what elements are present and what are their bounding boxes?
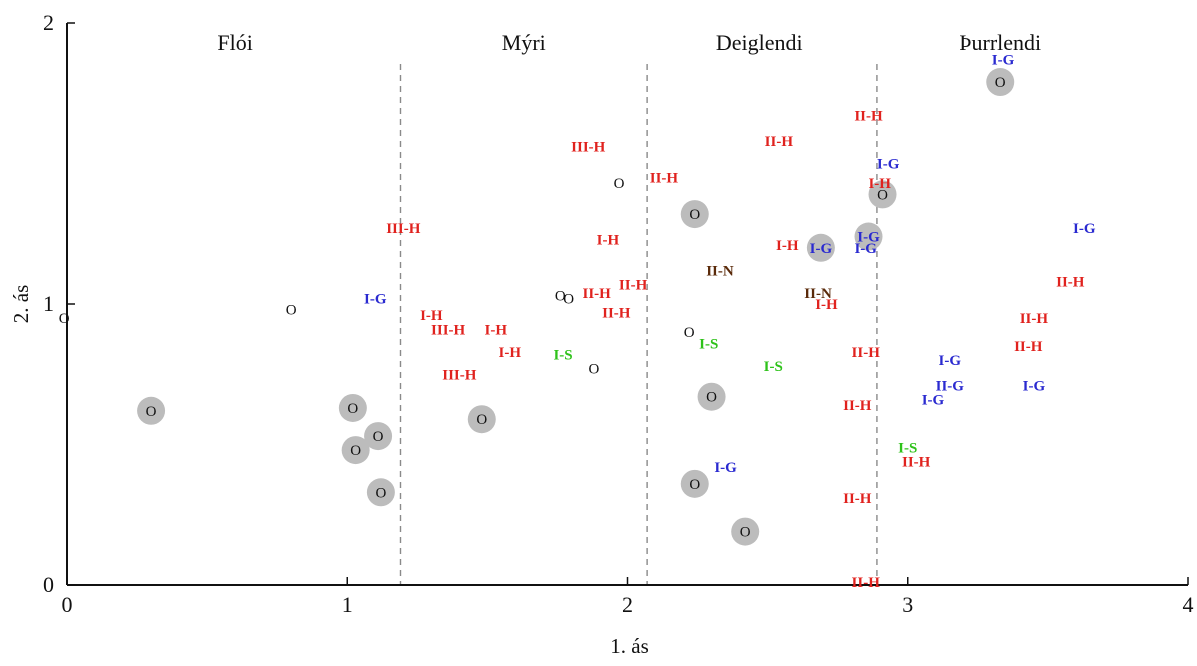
point-label-50: II-H — [852, 575, 881, 591]
point-label-5: O — [347, 401, 358, 417]
y-tick-label-0: 0 — [43, 572, 54, 597]
point-label-9: III-H — [386, 221, 421, 237]
point-highlight-5 — [338, 393, 367, 422]
point-label-13: I-H — [499, 345, 522, 361]
point-label-29: O — [684, 325, 695, 341]
x-tick-label-3: 3 — [902, 592, 913, 617]
point-highlight-2 — [137, 396, 166, 425]
point-label-17: O — [555, 289, 566, 305]
point-label-54: O — [995, 75, 1006, 91]
zone-label-4: Þurrlendi — [959, 30, 1041, 55]
point-label-43: I-H — [868, 176, 891, 192]
x-tick-label-1: 1 — [342, 592, 353, 617]
point-label-19: II-H — [583, 286, 612, 302]
point-label-38: I-G — [810, 241, 833, 257]
point-highlight-7 — [364, 422, 393, 451]
point-label-56: II-G — [936, 378, 965, 394]
point-label-22: O — [588, 362, 599, 378]
point-label-37: I-H — [776, 238, 799, 254]
point-label-8: O — [375, 485, 386, 501]
point-label-30: I-S — [699, 336, 718, 352]
point-label-49: II-H — [843, 491, 872, 507]
point-highlight-15 — [467, 405, 496, 434]
y-axis-title: 2. ás — [9, 285, 33, 324]
point-label-62: I-G — [1073, 221, 1096, 237]
point-label-15: O — [476, 412, 487, 428]
point-label-36: II-H — [765, 134, 794, 150]
point-label-41: II-H — [854, 109, 883, 125]
y-tick-label-2: 2 — [43, 10, 54, 35]
x-tick-label-0: 0 — [62, 592, 73, 617]
point-label-28: II-N — [706, 263, 734, 279]
point-highlight-54 — [986, 68, 1015, 97]
point-label-55: I-G — [939, 353, 962, 369]
point-highlight-33 — [680, 469, 709, 498]
point-label-26: II-H — [650, 171, 679, 187]
point-label-10: I-H — [420, 308, 443, 324]
point-label-44: O — [877, 187, 888, 203]
point-label-46: I-G — [854, 241, 877, 257]
point-label-23: III-H — [571, 140, 606, 156]
point-label-35: I-S — [764, 359, 783, 375]
point-label-20: II-H — [619, 277, 648, 293]
point-label-45: I-G — [857, 230, 880, 246]
point-label-42: I-G — [877, 157, 900, 173]
point-label-31: O — [706, 390, 717, 406]
zone-label-3: Deiglendi — [716, 30, 803, 55]
point-label-14: III-H — [442, 367, 477, 383]
zone-label-2: Mýri — [502, 30, 546, 55]
x-axis-title: 1. ás — [610, 634, 649, 658]
point-label-58: I-G — [1023, 378, 1046, 394]
point-label-4: I-G — [364, 291, 387, 307]
point-label-40: I-H — [815, 297, 838, 313]
x-tick-label-2: 2 — [622, 592, 633, 617]
point-highlight-31 — [697, 382, 726, 411]
point-label-47: II-H — [852, 345, 881, 361]
point-label-6: O — [350, 443, 361, 459]
point-label-12: I-H — [485, 322, 508, 338]
point-highlight-38 — [806, 233, 835, 262]
point-highlight-44 — [868, 180, 897, 209]
point-label-39: II-N — [804, 286, 832, 302]
point-label-1: O — [59, 311, 70, 327]
zone-label-1: Flói — [217, 30, 252, 55]
point-label-57: I-G — [922, 393, 945, 409]
point-label-59: II-H — [1020, 311, 1049, 327]
point-highlight-6 — [341, 436, 370, 465]
point-label-61: II-H — [1056, 275, 1085, 291]
point-label-24: I-H — [597, 232, 620, 248]
point-label-48: II-H — [843, 398, 872, 414]
point-highlight-34 — [731, 517, 760, 546]
point-label-27: O — [689, 207, 700, 223]
point-highlight-8 — [366, 478, 395, 507]
point-label-32: I-G — [714, 460, 737, 476]
point-label-3: O — [286, 303, 297, 319]
point-label-21: II-H — [602, 305, 631, 321]
point-highlight-27 — [680, 200, 709, 229]
point-label-60: II-H — [1014, 339, 1043, 355]
point-label-34: O — [740, 525, 751, 541]
point-label-11: III-H — [431, 322, 466, 338]
point-label-53: I-G — [992, 53, 1015, 69]
y-tick-label-1: 1 — [43, 291, 54, 316]
point-label-16: I-S — [553, 348, 572, 364]
point-label-52: II-H — [902, 454, 931, 470]
point-label-2: O — [146, 404, 157, 420]
point-label-25: O — [614, 176, 625, 192]
point-label-18: O — [563, 291, 574, 307]
point-label-51: I-S — [898, 440, 917, 456]
point-label-33: O — [689, 477, 700, 493]
point-label-7: O — [373, 429, 384, 445]
x-tick-label-4: 4 — [1183, 592, 1194, 617]
point-highlight-45 — [854, 222, 883, 251]
